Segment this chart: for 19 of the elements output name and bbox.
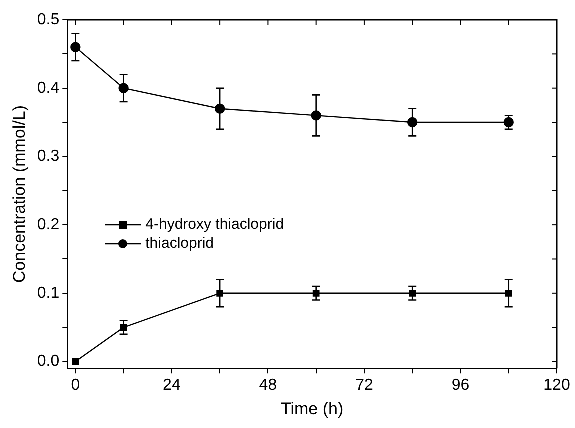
point: [409, 290, 416, 297]
point: [72, 358, 80, 366]
x-axis-title: Time (h): [280, 399, 344, 418]
x-tick-label: 72: [356, 377, 374, 394]
x-tick-label: 0: [71, 377, 80, 394]
y-tick-label: 0.0: [37, 353, 60, 370]
legend-label: 4-hydroxy thiacloprid: [146, 216, 284, 234]
y-axis-title: Concentration (mmol/L): [10, 105, 29, 284]
point: [216, 290, 224, 297]
x-tick-label: 48: [259, 377, 278, 394]
legend-label: thiacloprid: [146, 235, 214, 252]
x-tick-label: 120: [544, 377, 570, 394]
x-tick-label: 24: [163, 377, 181, 394]
x-tick-label: 96: [452, 377, 470, 394]
y-tick-label: 0.2: [37, 216, 60, 234]
y-tick-label: 0.1: [37, 284, 60, 302]
y-tick-label: 0.4: [37, 80, 60, 97]
y-tick-label: 0.3: [37, 148, 60, 166]
y-tick-label: 0.5: [37, 11, 60, 28]
